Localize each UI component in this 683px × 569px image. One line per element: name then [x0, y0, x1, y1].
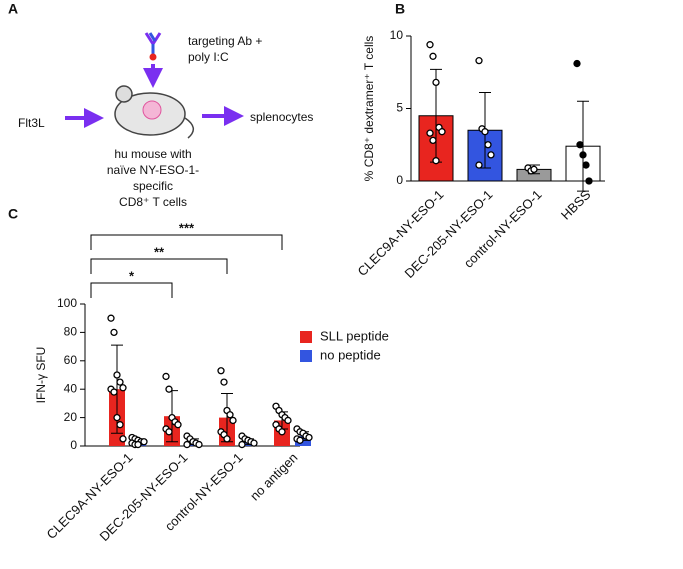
data-point — [278, 428, 286, 436]
data-point — [585, 177, 593, 185]
data-point — [475, 161, 483, 169]
data-point — [220, 378, 228, 386]
data-point — [432, 78, 440, 87]
data-point — [162, 372, 170, 381]
data-point — [238, 440, 246, 449]
data-point — [134, 440, 142, 449]
data-point — [579, 151, 587, 159]
data-point — [284, 416, 292, 425]
y-tick-label: 60 — [64, 353, 78, 367]
y-tick-label: 40 — [64, 381, 78, 395]
y-tick-label: 0 — [70, 438, 77, 452]
data-point — [116, 421, 124, 429]
x-tick-label: CLEC9A-NY-ESO-1 — [355, 187, 447, 279]
data-point — [530, 165, 538, 174]
data-point — [573, 59, 581, 68]
data-point — [119, 384, 127, 392]
x-tick-label: DEC-205-NY-ESO-1 — [401, 187, 495, 281]
data-point — [119, 435, 127, 443]
mouse-label: naïve NY-ESO-1- — [107, 163, 199, 177]
output-label: splenocytes — [250, 110, 313, 124]
data-point — [107, 314, 115, 322]
y-axis-label: % CD8⁺ dextramer⁺ T cells — [362, 36, 376, 182]
y-tick-label: 5 — [396, 101, 403, 115]
data-point — [576, 141, 584, 149]
data-point — [174, 421, 182, 429]
mouse-label: hu mouse with — [114, 147, 191, 161]
data-point — [217, 367, 225, 375]
y-axis-label: IFN-γ SFU — [34, 347, 48, 404]
data-point — [296, 436, 304, 444]
data-point — [223, 435, 231, 443]
antibody-label: targeting Ab + — [188, 34, 262, 48]
mouse-label: CD8⁺ T cells — [119, 195, 187, 209]
panel-label: B — [395, 1, 405, 17]
significance-label: ** — [154, 244, 165, 259]
data-point — [183, 440, 191, 449]
panel-label: C — [8, 206, 18, 222]
legend-label: no peptide — [320, 347, 381, 362]
significance-bracket — [90, 234, 283, 250]
significance-bracket — [90, 258, 228, 274]
legend-swatch — [300, 331, 312, 343]
data-point — [429, 52, 437, 60]
x-tick-label: HBSS — [558, 187, 594, 223]
data-point — [582, 161, 590, 169]
data-point — [226, 411, 234, 419]
mouse-label: specific — [133, 179, 173, 193]
x-tick-label: no antigen — [247, 450, 301, 504]
data-point — [484, 141, 492, 149]
data-point — [113, 371, 121, 379]
data-point — [229, 416, 237, 425]
data-point — [113, 413, 121, 422]
legend-swatch — [300, 350, 312, 362]
data-point — [438, 128, 446, 136]
antibody-label: poly I:C — [188, 50, 229, 64]
y-tick-label: 10 — [390, 28, 404, 42]
data-point — [475, 57, 483, 65]
data-point — [481, 128, 489, 136]
data-point — [110, 328, 118, 337]
antibody-icon — [144, 32, 162, 61]
data-point — [426, 41, 434, 49]
data-point — [426, 129, 434, 137]
data-point — [140, 438, 148, 446]
data-point — [487, 151, 495, 159]
y-tick-label: 20 — [64, 410, 78, 424]
data-point — [110, 388, 118, 396]
significance-label: *** — [179, 220, 195, 235]
input-label: Flt3L — [18, 116, 45, 130]
significance-label: * — [129, 268, 135, 283]
panel-label: A — [8, 1, 18, 17]
data-point — [432, 157, 440, 165]
data-point — [250, 439, 258, 447]
data-point — [165, 428, 173, 436]
mouse-icon — [114, 85, 194, 139]
y-tick-label: 100 — [57, 296, 77, 310]
data-point — [116, 378, 124, 386]
y-tick-label: 0 — [396, 173, 403, 187]
y-tick-label: 80 — [64, 325, 78, 339]
data-point — [429, 136, 437, 145]
legend-label: SLL peptide — [320, 328, 389, 343]
data-point — [195, 440, 203, 449]
significance-bracket — [90, 282, 173, 298]
data-point — [305, 433, 313, 442]
data-point — [165, 385, 173, 393]
